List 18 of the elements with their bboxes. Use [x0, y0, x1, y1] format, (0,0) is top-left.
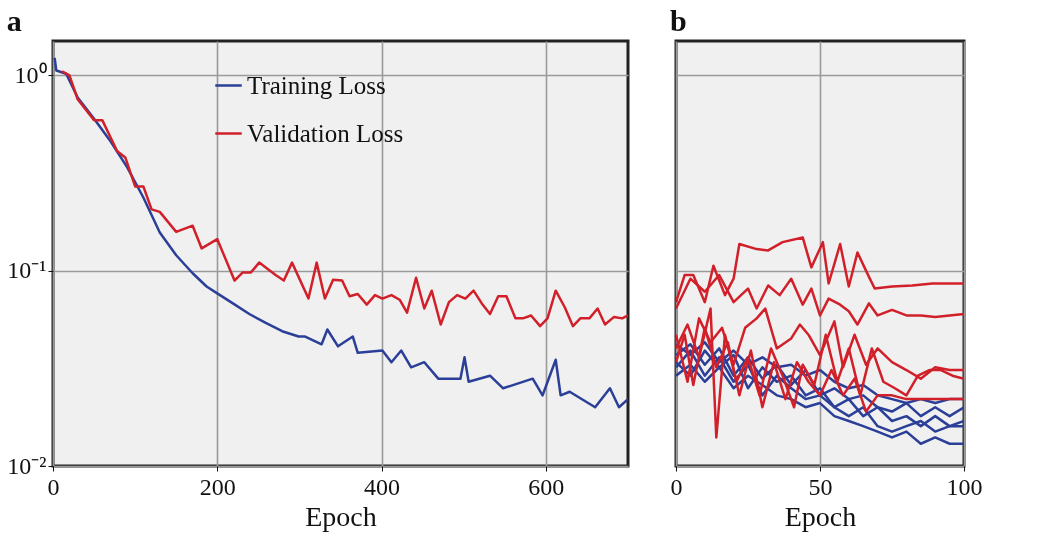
- chart-title: b: [670, 4, 687, 37]
- y-tick-label: 10⁻²: [7, 452, 47, 479]
- x-axis-title: Epoch: [305, 500, 377, 532]
- x-axis-title: Epoch: [784, 500, 857, 532]
- x-tick-label: 100: [946, 473, 983, 500]
- y-tick-label: 10⁻¹: [7, 257, 47, 284]
- y-tick-label: 10⁰: [14, 61, 47, 88]
- legend-label: Validation Loss: [247, 119, 404, 147]
- x-tick-label: 600: [528, 473, 565, 500]
- line-series: [53, 56, 628, 409]
- x-tick-label: 200: [199, 473, 236, 500]
- x-tick-label: 400: [364, 473, 401, 500]
- x-tick-label: 50: [808, 473, 833, 500]
- legend-label: Training Loss: [247, 71, 386, 99]
- x-tick-label: 0: [670, 473, 683, 500]
- line-series: [60, 70, 628, 328]
- x-tick-label: 0: [47, 473, 60, 500]
- chart-title: a: [6, 4, 22, 37]
